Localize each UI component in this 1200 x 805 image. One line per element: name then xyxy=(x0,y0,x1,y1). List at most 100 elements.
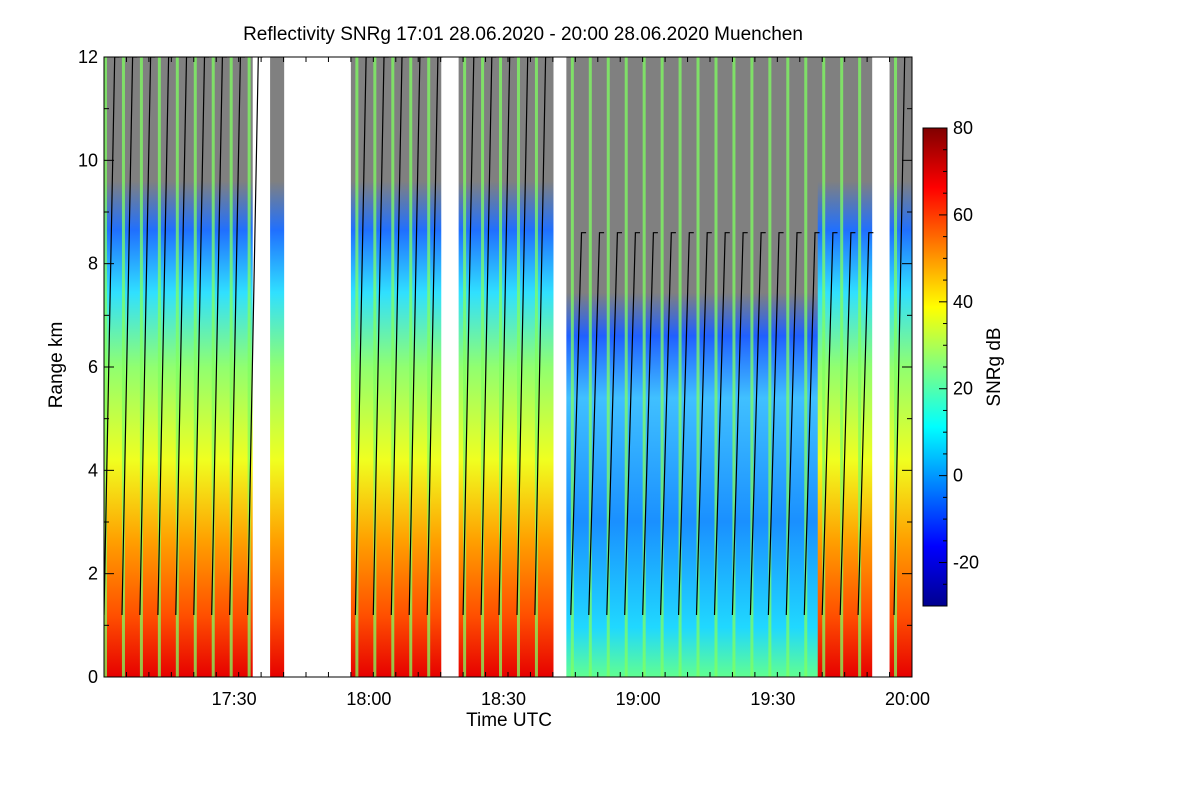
heatmap-column xyxy=(867,57,873,677)
y-tick-label: 8 xyxy=(88,254,98,274)
y-tick-label: 4 xyxy=(88,460,98,480)
heatmap-column xyxy=(853,57,859,677)
scan-stripe xyxy=(894,57,898,677)
heatmap-column xyxy=(759,57,765,677)
scan-stripe xyxy=(499,57,503,677)
colorbar-tick-label: -20 xyxy=(953,553,979,573)
heatmap-column xyxy=(144,57,150,677)
scan-stripe xyxy=(750,57,754,677)
heatmap-column xyxy=(350,57,356,677)
scan-stripe xyxy=(804,57,808,677)
heatmap-column xyxy=(817,57,823,677)
scan-stripe xyxy=(373,57,377,677)
heatmap-column xyxy=(615,57,621,677)
heatmap-column xyxy=(216,57,222,677)
heatmap-column xyxy=(198,57,204,677)
heatmap-column xyxy=(476,57,482,677)
scan-stripe xyxy=(570,57,574,677)
heatmap-column xyxy=(162,57,168,677)
heatmap-column xyxy=(225,57,231,677)
heatmap-column xyxy=(521,57,527,677)
scan-stripe xyxy=(678,57,682,677)
heatmap-column xyxy=(494,57,500,677)
heatmap-column xyxy=(745,57,751,677)
scan-stripe xyxy=(732,57,736,677)
scan-stripe xyxy=(157,57,161,677)
heatmap-column xyxy=(602,57,608,677)
scan-stripe xyxy=(516,57,520,677)
heatmap-column xyxy=(364,57,370,677)
heatmap-column xyxy=(422,57,428,677)
scan-stripe xyxy=(355,57,359,677)
heatmap-column xyxy=(584,57,590,677)
y-axis: 0 2 4 6 8 10 12 xyxy=(78,47,912,687)
x-tick-label: 18:00 xyxy=(346,689,391,709)
scan-stripe xyxy=(606,57,610,677)
scan-stripe xyxy=(534,57,538,677)
heatmap-column xyxy=(579,57,585,677)
heatmap-column xyxy=(799,57,805,677)
scan-stripe xyxy=(642,57,646,677)
heatmap-column xyxy=(656,57,662,677)
scan-stripe xyxy=(768,57,772,677)
heatmap-column xyxy=(189,57,195,677)
heatmap-column xyxy=(404,57,410,677)
heatmap-column xyxy=(202,57,208,677)
colorbar-tick-label: 60 xyxy=(953,205,973,225)
heatmap-column xyxy=(669,57,675,677)
heatmap-column xyxy=(727,57,734,677)
scan-stripe xyxy=(175,57,179,677)
scan-stripe xyxy=(121,57,125,677)
x-tick-label: 18:30 xyxy=(481,689,526,709)
heatmap-column xyxy=(238,57,244,677)
x-tick-label: 19:30 xyxy=(750,689,795,709)
heatmap-column xyxy=(171,57,177,677)
heatmap-column xyxy=(166,57,172,677)
scan-trace xyxy=(104,57,910,616)
scan-stripe xyxy=(714,57,718,677)
scan-stripe xyxy=(193,57,197,677)
heatmap-column xyxy=(490,57,496,677)
heatmap-column xyxy=(525,57,532,677)
x-tick-label: 17:30 xyxy=(212,689,257,709)
colorbar-tick-label: 20 xyxy=(953,379,973,399)
heatmap-column xyxy=(485,57,491,677)
heatmap-column xyxy=(543,57,549,677)
heatmap-column xyxy=(418,57,424,677)
y-tick-label: 6 xyxy=(88,357,98,377)
heatmap-column xyxy=(207,57,213,677)
heatmap-column xyxy=(377,57,383,677)
heatmap-column xyxy=(889,57,895,677)
scan-stripe xyxy=(229,57,233,677)
x-tick-label: 20:00 xyxy=(885,689,930,709)
heatmap-column xyxy=(723,57,729,677)
scan-stripe xyxy=(391,57,395,677)
heatmap-column xyxy=(153,57,159,677)
heatmap-column xyxy=(279,57,285,677)
heatmap-column xyxy=(386,57,392,677)
scan-stripe xyxy=(660,57,664,677)
scan-stripe xyxy=(409,57,413,677)
heatmap-column xyxy=(566,57,572,677)
y-tick-label: 2 xyxy=(88,564,98,584)
x-axis-title: Time UTC xyxy=(466,710,552,731)
heatmap-column xyxy=(400,57,406,677)
heatmap-column xyxy=(467,57,473,677)
scan-stripe xyxy=(840,57,844,677)
colorbar: -20 0 20 40 60 80 xyxy=(922,118,979,607)
heatmap-column xyxy=(831,57,837,677)
heatmap-column xyxy=(472,57,478,677)
scan-stripe xyxy=(786,57,790,677)
colorbar-title: SNRg dB xyxy=(984,327,1005,406)
scan-stripe xyxy=(463,57,467,677)
heatmap-column xyxy=(795,57,801,677)
heatmap-column xyxy=(270,57,276,677)
scan-stripe xyxy=(822,57,826,677)
heatmap-column xyxy=(148,57,154,677)
y-tick-label: 10 xyxy=(78,150,98,170)
heatmap-column xyxy=(530,57,536,677)
scan-stripe xyxy=(139,57,143,677)
colorbar-tick-label: 80 xyxy=(953,118,973,138)
colorbar-tick-label: 0 xyxy=(953,466,963,486)
heatmap-column xyxy=(705,57,711,677)
